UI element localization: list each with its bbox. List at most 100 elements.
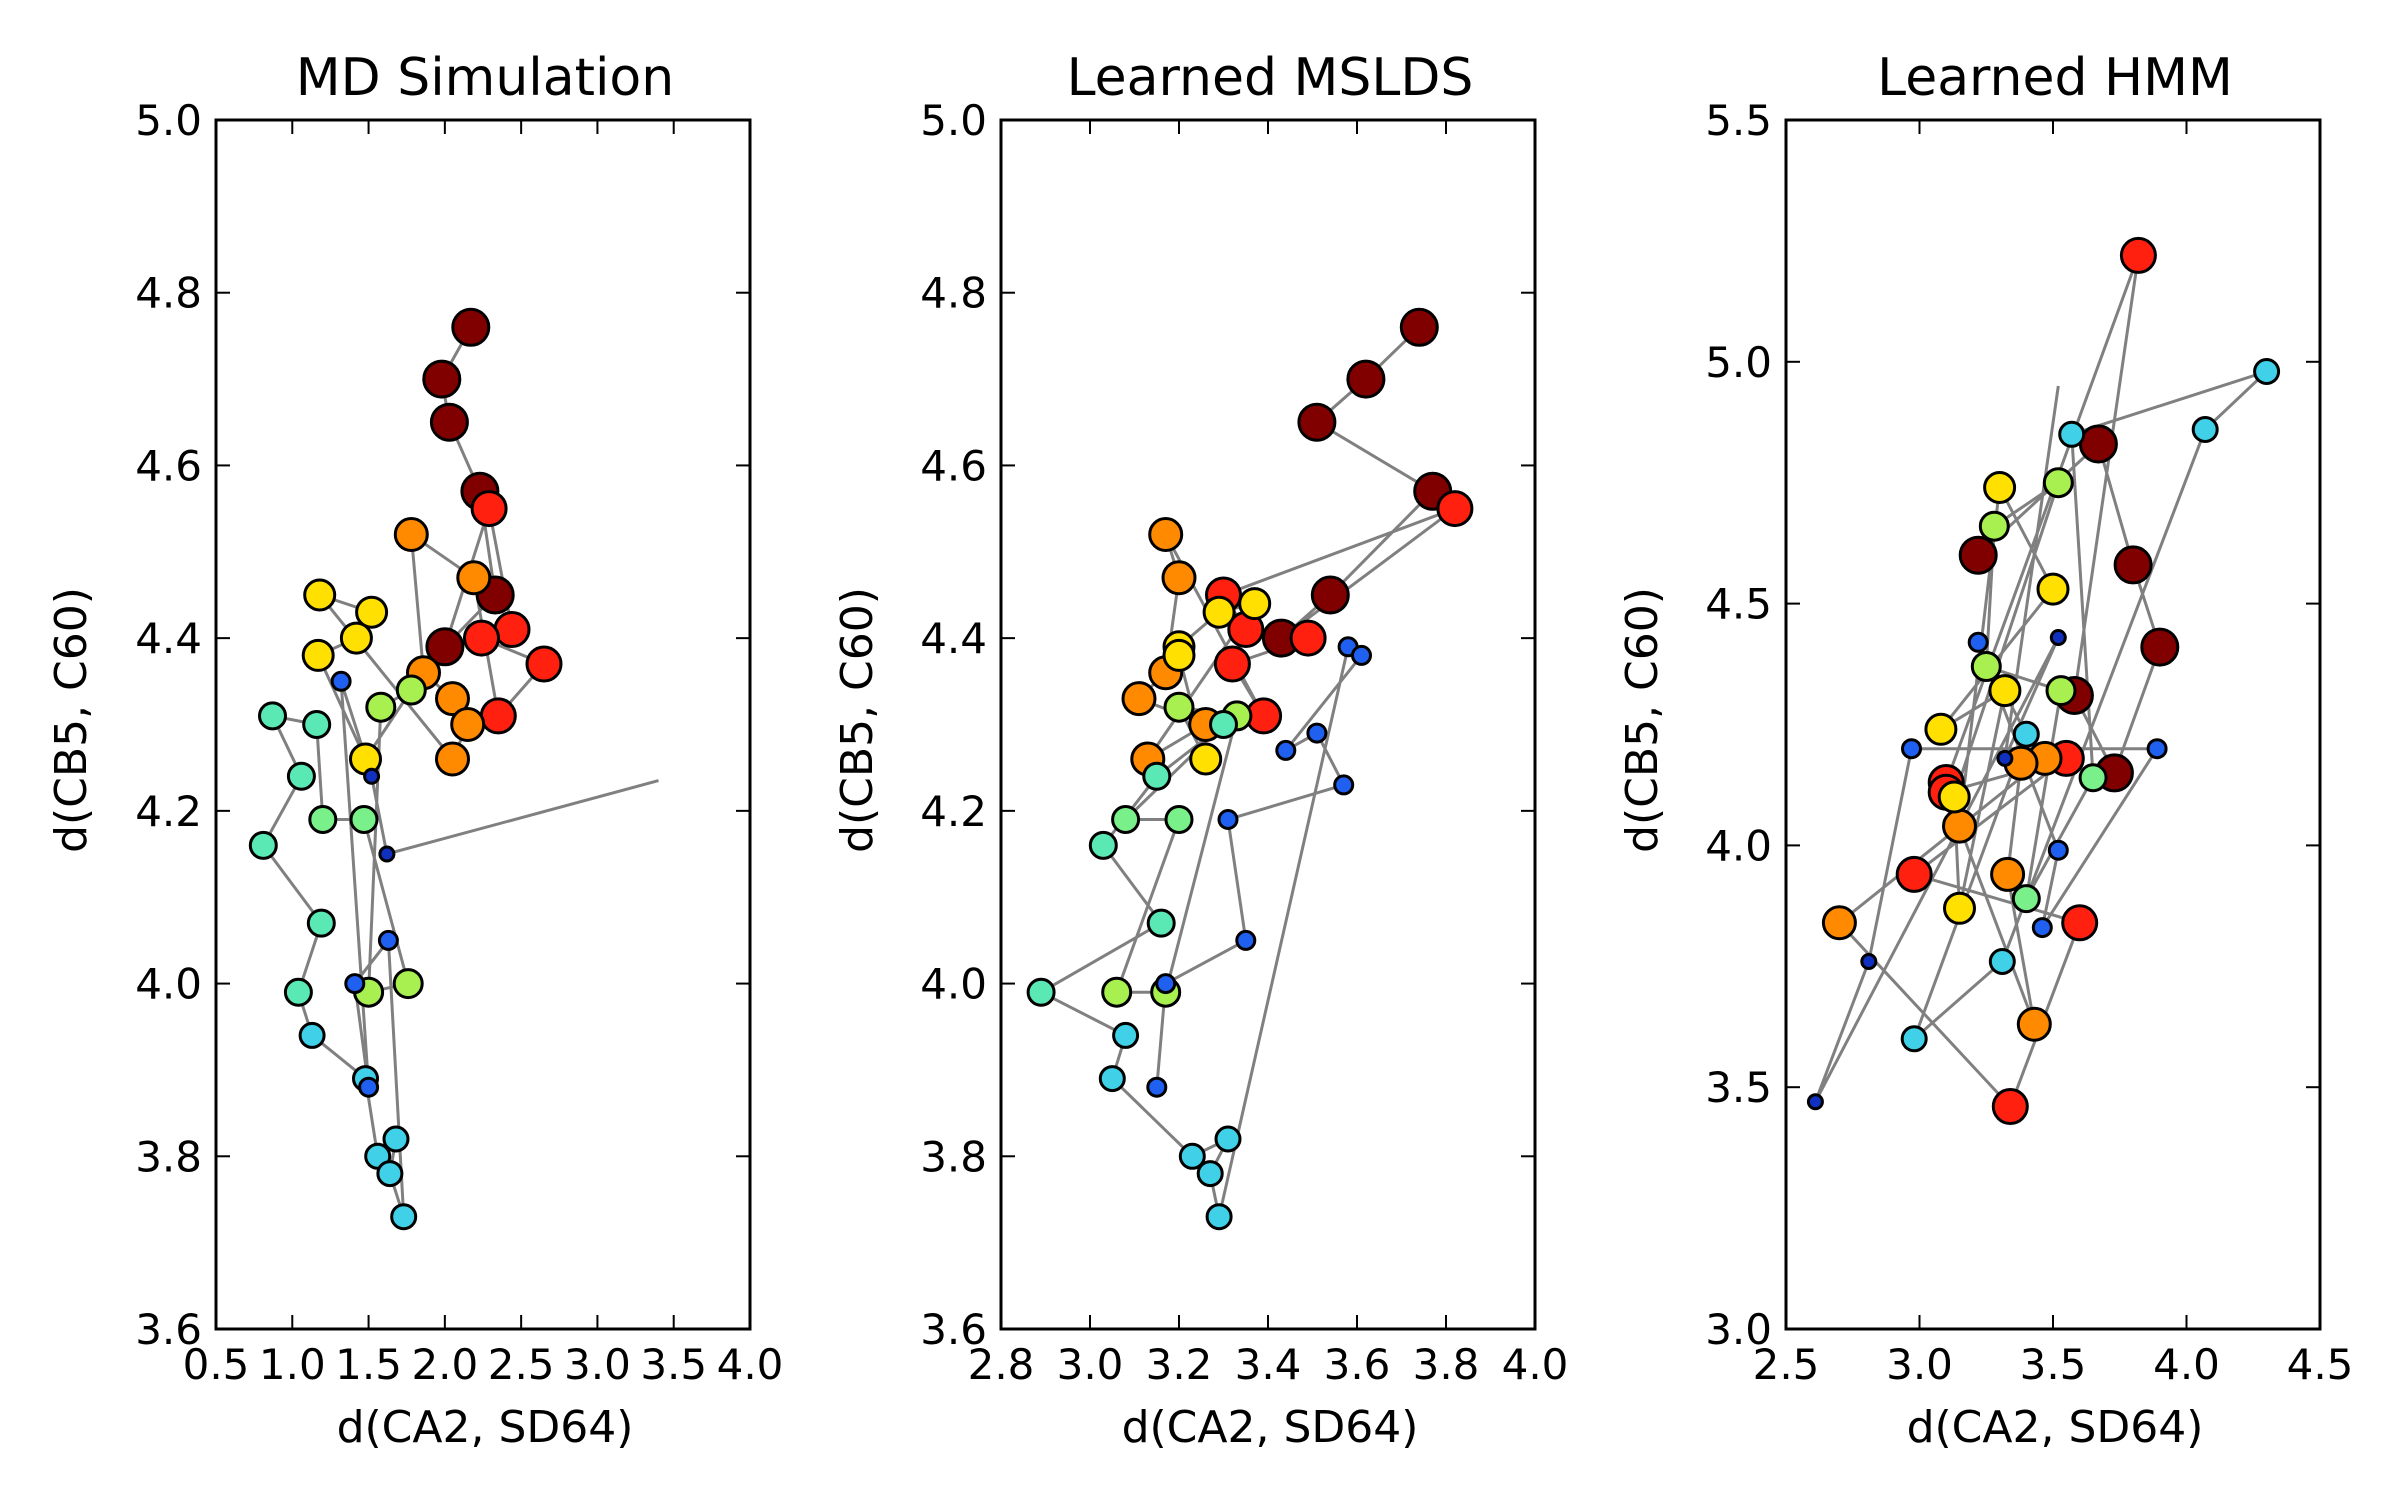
y-tick-label: 3.5 (1705, 1063, 1772, 1112)
data-point (1275, 739, 1297, 761)
x-tick-label: 1.0 (259, 1340, 326, 1389)
x-axis-label: d(CA2, SD64) (1907, 1402, 2204, 1453)
data-point (1162, 638, 1196, 672)
data-point (1148, 517, 1184, 552)
data-point (308, 805, 338, 834)
y-tick-label: 3.0 (1705, 1305, 1772, 1354)
data-point (1163, 691, 1195, 723)
data-point (1178, 1142, 1206, 1170)
data-point (1098, 1065, 1126, 1093)
data-point (1967, 631, 1989, 653)
x-tick-label: 3.2 (1146, 1340, 1213, 1389)
y-tick-label: 4.8 (135, 269, 202, 318)
data-point (1333, 774, 1355, 796)
data-point (1996, 749, 2014, 767)
data-point (377, 929, 399, 951)
data-point (339, 621, 373, 655)
data-point (303, 578, 337, 612)
x-tick-label: 3.4 (1235, 1340, 1302, 1389)
data-point (2011, 884, 2041, 914)
y-tick-label: 4.4 (135, 614, 202, 663)
y-tick-label: 4.6 (920, 441, 987, 490)
data-point (479, 697, 517, 735)
data-point (248, 830, 278, 860)
x-tick-label: 4.0 (1502, 1340, 1569, 1389)
x-tick-label: 3.0 (564, 1340, 631, 1389)
data-point (1205, 1203, 1233, 1231)
data-point (1142, 761, 1172, 791)
data-point (355, 595, 389, 629)
data-point (1111, 805, 1141, 834)
x-tick-label: 2.5 (1753, 1340, 1820, 1389)
y-tick-label: 3.8 (920, 1132, 987, 1181)
y-tick-label: 4.4 (920, 614, 987, 663)
x-tick-label: 4.5 (2287, 1340, 2354, 1389)
data-point (2146, 738, 2168, 760)
data-point (1217, 809, 1239, 830)
data-point (330, 670, 352, 692)
x-tick-label: 2.5 (488, 1340, 555, 1389)
y-tick-label: 4.6 (135, 441, 202, 490)
panel-title: Learned MSLDS (1067, 48, 1474, 108)
y-tick-label: 4.0 (1705, 821, 1772, 870)
data-point (493, 611, 531, 648)
data-point (2049, 629, 2067, 646)
y-tick-label: 5.0 (135, 96, 202, 145)
data-point (390, 1203, 418, 1231)
x-axis-label: d(CA2, SD64) (1122, 1402, 1419, 1453)
data-point (2036, 572, 2070, 606)
data-point (470, 490, 508, 528)
data-point (1297, 402, 1337, 442)
data-point (2191, 416, 2219, 443)
y-axis-label: d(CB5, C60) (46, 587, 97, 853)
data-point (1088, 830, 1118, 860)
data-point (1112, 1021, 1140, 1049)
data-point (382, 1125, 410, 1153)
data-point (451, 307, 491, 347)
data-point (302, 710, 332, 739)
data-point (1155, 973, 1177, 995)
x-tick-label: 3.5 (2020, 1340, 2087, 1389)
y-tick-label: 4.2 (135, 787, 202, 836)
data-point (1991, 1088, 2029, 1125)
y-tick-label: 5.0 (1705, 338, 1772, 387)
data-point (1988, 948, 2016, 975)
data-point (2058, 420, 2086, 448)
data-point (1900, 1025, 1928, 1053)
data-point (1289, 619, 1327, 657)
data-point (1983, 471, 2017, 504)
axes-frame (214, 118, 752, 1331)
data-point (1214, 1125, 1242, 1153)
x-tick-label: 3.5 (640, 1340, 707, 1389)
data-point (2119, 236, 2157, 274)
data-point (258, 701, 287, 731)
data-point (1970, 651, 2002, 682)
data-point (298, 1021, 326, 1049)
data-point (1978, 510, 2010, 542)
data-point (1958, 535, 1998, 575)
data-point (1436, 490, 1474, 528)
x-tick-label: 0.5 (183, 1340, 250, 1389)
x-tick-label: 1.5 (335, 1340, 402, 1389)
data-point (525, 645, 563, 683)
data-point (1860, 953, 1878, 970)
data-point (1937, 780, 1971, 814)
data-point (1310, 575, 1350, 615)
y-axis-label: d(CB5, C60) (832, 587, 883, 853)
x-tick-label: 4.0 (2153, 1340, 2220, 1389)
y-tick-label: 4.8 (920, 269, 987, 318)
plot-area: 2.5 3.0 3.5 4.0 4.53.03.54.04.55.05.5 (1705, 96, 2353, 1389)
x-tick-label: 3.6 (1324, 1340, 1391, 1389)
data-point (1821, 905, 1857, 941)
data-point (1990, 856, 2026, 892)
panel-learned-mslds: Learned MSLDS d(CA2, SD64) d(CB5, C60) 2… (832, 48, 1568, 1453)
data-point (2113, 545, 2153, 585)
data-point (1101, 976, 1133, 1008)
y-tick-label: 3.6 (920, 1305, 987, 1354)
data-point (1209, 710, 1238, 739)
panel-title: MD Simulation (296, 48, 674, 108)
data-point (422, 359, 462, 399)
data-point (450, 707, 486, 742)
panel-learned-hmm: Learned HMM d(CA2, SD64) d(CB5, C60) 2.5… (1617, 48, 2353, 1453)
data-point (1901, 738, 1922, 760)
